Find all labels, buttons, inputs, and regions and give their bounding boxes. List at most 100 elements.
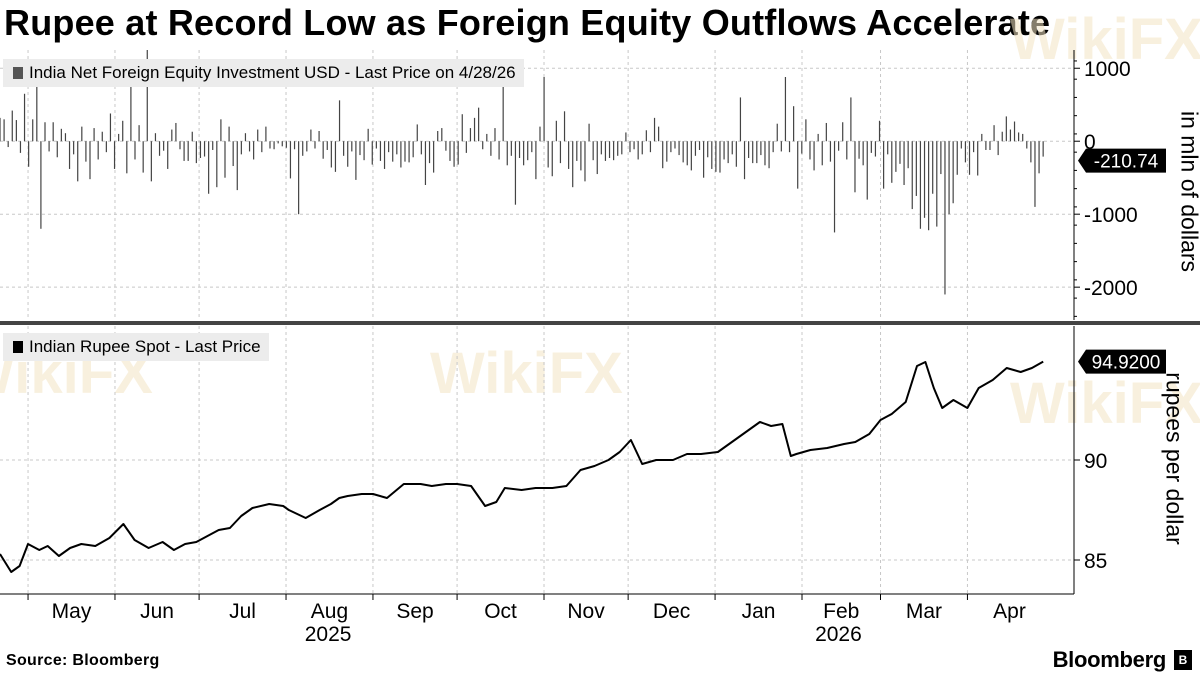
equity-bar [936, 141, 938, 227]
equity-bar [621, 141, 623, 155]
equity-bar [302, 141, 304, 156]
equity-bar [588, 123, 590, 142]
equity-bar [580, 141, 582, 171]
equity-bar [109, 113, 112, 142]
equity-bar [911, 141, 913, 210]
equity-bar [813, 141, 815, 171]
legend-equity: India Net Foreign Equity Investment USD … [3, 59, 524, 87]
last-value-rupee-box [1078, 349, 1166, 374]
equity-bar [960, 141, 962, 149]
equity-bar [784, 77, 787, 142]
equity-bar [895, 141, 897, 172]
equity-bar [388, 141, 390, 153]
equity-bar [338, 100, 341, 142]
equity-bar [392, 141, 394, 162]
equity-bar [653, 117, 656, 142]
equity-bar [940, 141, 942, 175]
equity-bar [764, 141, 766, 166]
equity-bar [719, 141, 721, 173]
equity-bar [637, 141, 639, 160]
equity-bar [862, 141, 864, 166]
x-tick-label: Sep [396, 600, 433, 623]
equity-bar [318, 131, 320, 142]
equity-bar [281, 141, 283, 147]
equity-bar [469, 128, 472, 142]
equity-bar [383, 141, 386, 169]
equity-bar [1013, 121, 1016, 142]
equity-bar [682, 141, 684, 163]
equity-bar [891, 141, 893, 183]
x-tick-label: Feb [823, 600, 859, 623]
equity-bar [273, 141, 275, 150]
equity-bar [138, 125, 140, 142]
equity-bar [752, 141, 754, 164]
equity-bar [248, 141, 251, 152]
equity-bar [874, 141, 877, 157]
equity-bar [441, 128, 443, 142]
equity-bar [334, 141, 337, 172]
equity-bar [846, 141, 848, 160]
equity-bar [293, 141, 296, 150]
equity-bar [81, 126, 83, 142]
equity-bar [604, 141, 607, 161]
legend-label-rupee: Indian Rupee Spot - Last Price [29, 337, 261, 356]
equity-bar [408, 141, 410, 163]
equity-bar [711, 141, 713, 169]
equity-bar [551, 141, 553, 177]
equity-bar [899, 141, 901, 164]
equity-bar [15, 120, 17, 142]
equity-bar [212, 141, 214, 150]
equity-bar [866, 141, 868, 200]
equity-bar [817, 133, 819, 142]
equity-bar [608, 141, 611, 158]
legend-swatch-rupee [13, 341, 23, 353]
equity-bar [191, 131, 193, 142]
equity-bar [224, 141, 226, 178]
x-tick-label: Oct [484, 600, 517, 623]
equity-bar [85, 141, 87, 162]
equity-bar [101, 131, 103, 142]
equity-bar [203, 141, 206, 157]
equity-bar [183, 141, 185, 161]
equity-bar [690, 141, 692, 171]
equity-bar [126, 141, 128, 174]
equity-bar [265, 126, 267, 142]
equity-bar [359, 141, 361, 156]
equity-bar [289, 141, 292, 179]
equity-bar [993, 125, 995, 142]
gridlines [0, 50, 1074, 594]
x-tick-label: May [52, 600, 92, 623]
equity-bar [269, 141, 271, 149]
equity-bar [97, 141, 99, 160]
equity-bar [731, 141, 733, 155]
equity-bar [658, 126, 660, 142]
equity-bar [371, 141, 373, 165]
equity-bar [973, 141, 975, 153]
equity-bar [416, 124, 418, 142]
equity-bar [641, 141, 643, 155]
equity-bar [453, 141, 455, 167]
equity-bar [40, 141, 42, 229]
equity-bar [314, 141, 316, 149]
equity-bar [883, 141, 885, 189]
equity-bar [56, 141, 58, 158]
source-note: Source: Bloomberg [6, 652, 160, 669]
last-value-rupee: 94.9200 [1078, 349, 1166, 374]
equity-bar [674, 141, 676, 149]
equity-bar [11, 110, 13, 142]
equity-bar [510, 141, 512, 156]
equity-bar [821, 141, 823, 166]
equity-bar [694, 141, 697, 156]
equity-bar [253, 141, 255, 160]
legend-label-equity: India Net Foreign Equity Investment USD … [29, 63, 516, 82]
last-value-equity-text: -210.74 [1094, 152, 1159, 173]
y-tick-label: -1000 [1084, 204, 1138, 227]
equity-bar [776, 123, 778, 142]
equity-bar [396, 141, 398, 155]
equity-bar [428, 141, 431, 164]
equity-bar [322, 141, 324, 159]
equity-bar [154, 133, 157, 142]
equity-bar [310, 129, 312, 142]
equity-bar [748, 141, 750, 158]
year-label: 2025 [305, 623, 352, 646]
